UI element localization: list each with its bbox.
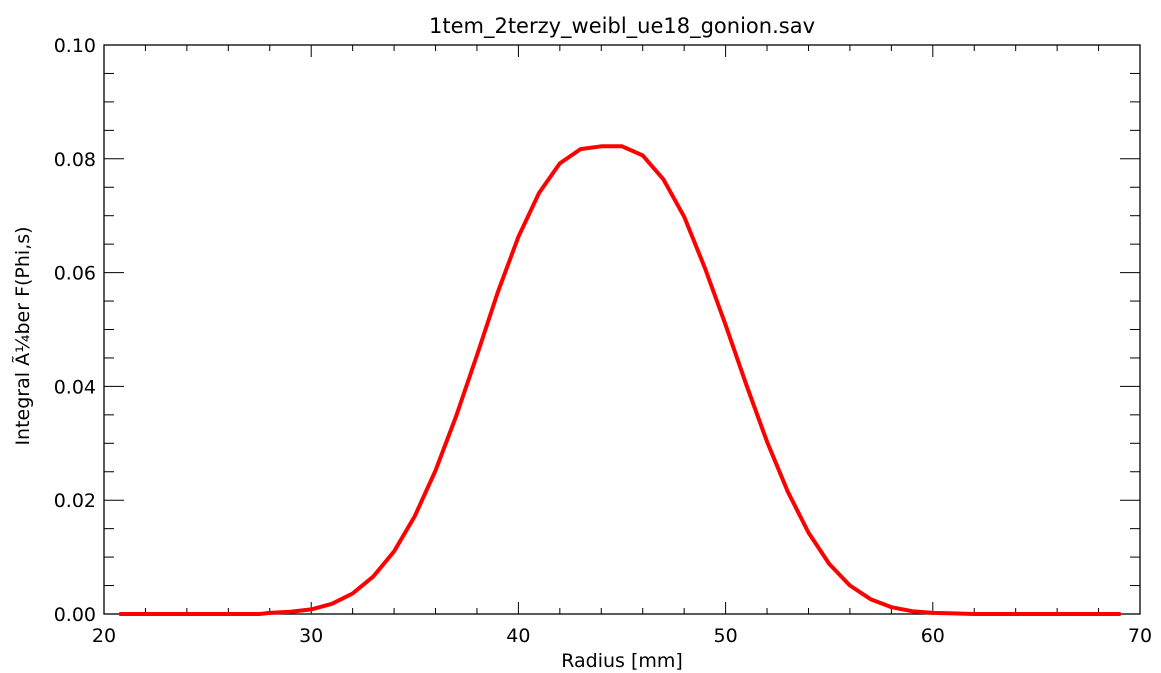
x-tick-label: 30 (299, 625, 323, 647)
x-tick-label: 50 (714, 625, 738, 647)
series-layer (118, 144, 1122, 616)
x-tick-label: 20 (92, 625, 116, 647)
x-tick-label: 60 (921, 625, 945, 647)
y-axis-label: Integral Ã¼ber F(Phi,s) (11, 226, 34, 445)
x-axis-label: Radius [mm] (561, 650, 683, 672)
x-axis-ticks: 20 30 40 50 60 70 (92, 45, 1152, 647)
x-tick-label: 40 (506, 625, 530, 647)
plot-border (103, 44, 1141, 615)
plot-frame (103, 44, 1141, 615)
y-tick-label: 0.00 (54, 604, 96, 626)
series-line (118, 144, 1122, 616)
chart-title: 1tem_2terzy_weibl_ue18_gonion.sav (429, 14, 815, 39)
y-tick-label: 0.02 (54, 490, 96, 512)
y-tick-label: 0.10 (54, 35, 96, 57)
x-tick-label: 70 (1128, 625, 1152, 647)
y-tick-label: 0.04 (54, 376, 96, 398)
y-axis-ticks: 0.00 0.02 0.04 0.06 0.08 0.10 (54, 35, 1140, 626)
y-tick-label: 0.08 (54, 149, 96, 171)
y-tick-label: 0.06 (54, 263, 96, 285)
